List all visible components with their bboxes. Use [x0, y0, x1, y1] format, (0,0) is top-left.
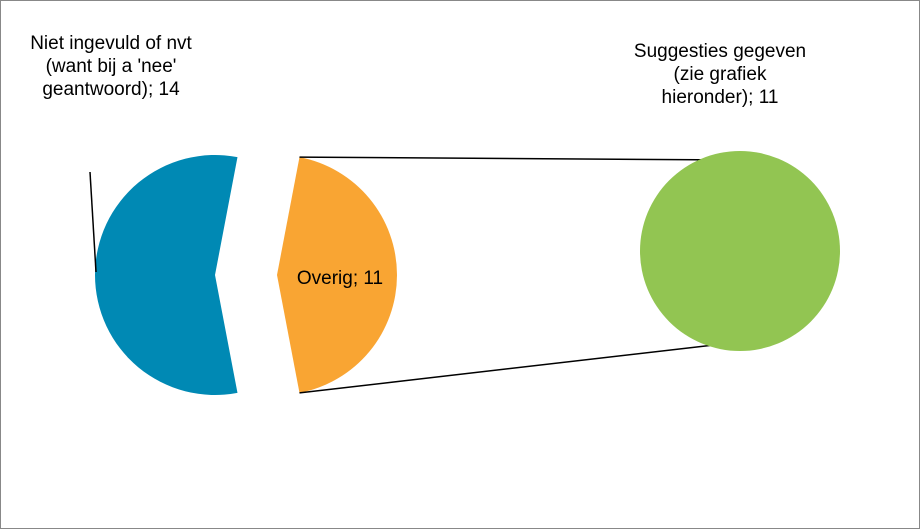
pie-slice [277, 157, 398, 393]
pie-slice [95, 155, 238, 395]
connector-line [299, 156, 741, 161]
pie-slice [640, 151, 840, 351]
data-label: Niet ingevuld of nvt (want bij a 'nee' g… [30, 33, 192, 100]
data-label: Overig; 11 [296, 268, 384, 289]
connector-line [299, 341, 741, 394]
leader-line [89, 171, 97, 273]
data-label: Suggesties gegeven (zie grafiek hieronde… [633, 41, 807, 108]
